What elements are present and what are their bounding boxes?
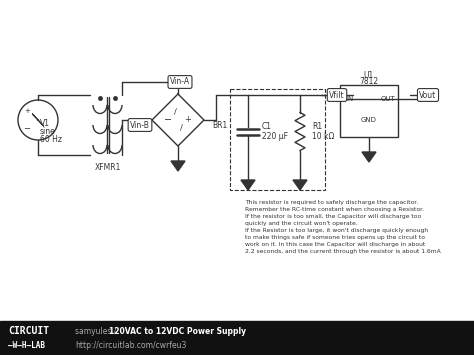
Text: IN: IN [346,96,354,102]
Text: 220 μF: 220 μF [262,132,288,141]
Text: −: − [24,125,30,133]
Text: GND: GND [361,117,377,123]
Text: +: + [24,108,30,114]
Polygon shape [362,152,376,162]
Text: 120VAC to 12VDC Power Supply: 120VAC to 12VDC Power Supply [109,328,246,337]
Text: XFMR1: XFMR1 [94,163,121,171]
Text: CIRCUIT: CIRCUIT [8,326,49,336]
Bar [0,321,474,355]
Text: 7812: 7812 [359,77,379,87]
Polygon shape [241,180,255,190]
Text: Vin-A: Vin-A [170,77,190,87]
Text: 60 Hz: 60 Hz [40,135,62,143]
Bar [230,89,325,190]
Text: U1: U1 [364,71,374,80]
Text: V1: V1 [40,119,50,127]
Text: C1: C1 [262,122,272,131]
Text: +: + [184,115,191,125]
Polygon shape [171,161,185,171]
Text: This resistor is required to safely discharge the capacitor.
Remember the RC-tim: This resistor is required to safely disc… [245,200,441,254]
Text: http://circuitlab.com/cwrfeu3: http://circuitlab.com/cwrfeu3 [75,340,186,350]
Text: —W—H—LAB: —W—H—LAB [8,340,45,350]
Text: ∕: ∕ [180,124,182,132]
Text: Vout: Vout [419,91,437,99]
Text: 10 kΩ: 10 kΩ [312,132,334,141]
Text: OUT: OUT [381,96,395,102]
Bar [340,85,398,137]
Text: Vin-B: Vin-B [130,120,150,130]
Text: −: − [164,115,172,125]
Text: ∕: ∕ [173,108,176,116]
Text: BR1: BR1 [212,120,227,130]
Text: sine: sine [40,126,56,136]
Text: samyules /: samyules / [75,328,119,337]
Polygon shape [293,180,307,190]
Text: Vfilt: Vfilt [329,91,345,99]
Text: R1: R1 [312,122,322,131]
